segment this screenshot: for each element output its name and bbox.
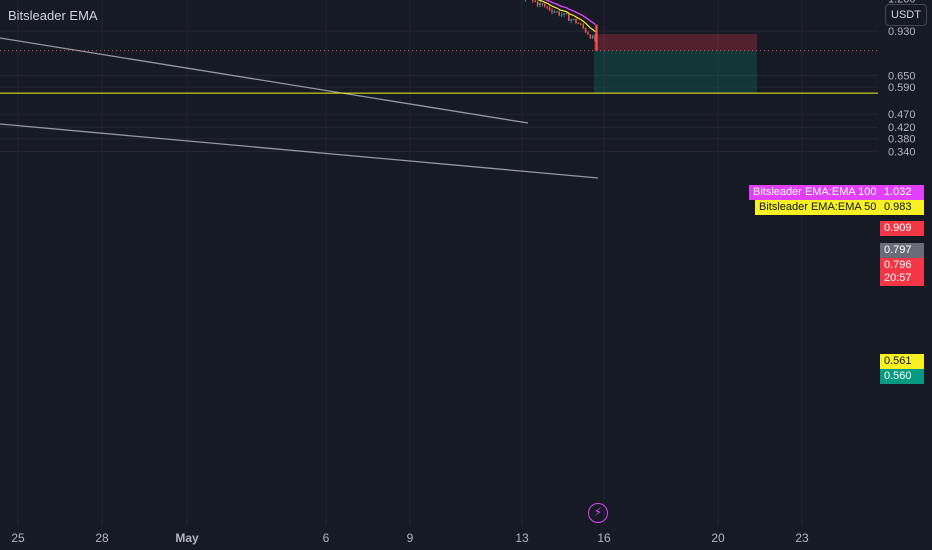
price-tick-label: 0.420 xyxy=(888,122,916,134)
short-position-tool[interactable] xyxy=(594,34,757,94)
ema-100-legend-label: Bitsleader EMA:EMA 100 xyxy=(749,185,881,200)
time-tick-label: 9 xyxy=(407,531,414,545)
candle-body xyxy=(580,23,582,25)
candle-body xyxy=(570,19,572,21)
candle-body xyxy=(595,24,598,51)
currency-button[interactable]: USDT xyxy=(885,4,927,26)
candle-body xyxy=(551,10,553,13)
candle-body xyxy=(548,7,551,11)
candle-body xyxy=(577,22,580,24)
indicator-title[interactable]: Bitsleader EMA xyxy=(8,8,98,23)
ema-50-legend-label: Bitsleader EMA:EMA 50 xyxy=(755,200,881,215)
time-tick-label: 28 xyxy=(95,531,109,545)
channel-lower-line[interactable] xyxy=(0,123,599,179)
candle-body xyxy=(544,4,546,7)
time-tick-label: May xyxy=(175,531,199,545)
lightning-icon[interactable]: ⚡ xyxy=(588,503,608,523)
candle-body xyxy=(575,18,577,23)
last-price-badge: 0.796 xyxy=(880,258,924,273)
grid xyxy=(0,0,878,525)
candle-body xyxy=(536,1,539,6)
stop-loss-price-badge: 0.909 xyxy=(880,221,924,236)
stop-loss-zone[interactable] xyxy=(594,34,757,51)
candle-body xyxy=(541,3,544,5)
time-tick-label: 6 xyxy=(323,531,330,545)
candle-body xyxy=(560,14,563,16)
bar-countdown-badge: 20:57 xyxy=(880,271,924,286)
price-tick-label: 0.650 xyxy=(888,70,916,82)
candle-body xyxy=(568,14,570,21)
price-tick-label: 0.930 xyxy=(888,26,916,38)
ema-100-price-badge: 1.032 xyxy=(880,185,924,200)
time-tick-label: 23 xyxy=(795,531,809,545)
candle-body xyxy=(539,3,541,6)
ema-50-price-badge: 0.983 xyxy=(880,200,924,215)
candle-body xyxy=(563,13,565,15)
candle-body xyxy=(594,35,596,41)
candle-body xyxy=(584,28,587,33)
price-tick-label: 0.340 xyxy=(888,146,916,158)
candle-body xyxy=(546,6,548,8)
candle-body xyxy=(556,11,558,13)
price-tick-label: 0.470 xyxy=(888,109,916,121)
price-axis[interactable]: 1.8001.6001.4001.2000.9300.6500.5900.470… xyxy=(888,0,916,158)
candle-body xyxy=(565,13,568,15)
candle-body xyxy=(587,32,589,35)
candle-body xyxy=(553,11,556,13)
horizontal-line-price-badge: 0.561 xyxy=(880,354,924,369)
time-tick-label: 20 xyxy=(711,531,725,545)
take-profit-zone[interactable] xyxy=(594,50,757,94)
time-axis[interactable]: 25 28 May 6 9 13 16 20 23 xyxy=(11,531,809,545)
candle-body xyxy=(558,11,560,16)
candle-body xyxy=(532,0,534,1)
price-tick-label: 0.380 xyxy=(888,134,916,146)
candle-body xyxy=(572,18,575,20)
current-price-badge: 0.797 xyxy=(880,243,924,258)
time-tick-label: 16 xyxy=(597,531,611,545)
price-tick-label: 0.590 xyxy=(888,82,916,94)
take-profit-price-badge: 0.560 xyxy=(880,369,924,384)
candle-body xyxy=(534,0,536,2)
time-tick-label: 25 xyxy=(11,531,25,545)
time-tick-label: 13 xyxy=(515,531,529,545)
price-tick-label: 1.200 xyxy=(888,0,916,6)
candle-body xyxy=(582,24,584,29)
channel-upper-line[interactable] xyxy=(0,37,529,124)
candle-body xyxy=(589,34,592,39)
candle-body xyxy=(592,35,594,39)
descending-channel[interactable] xyxy=(0,37,599,179)
candlesticks xyxy=(522,0,598,51)
